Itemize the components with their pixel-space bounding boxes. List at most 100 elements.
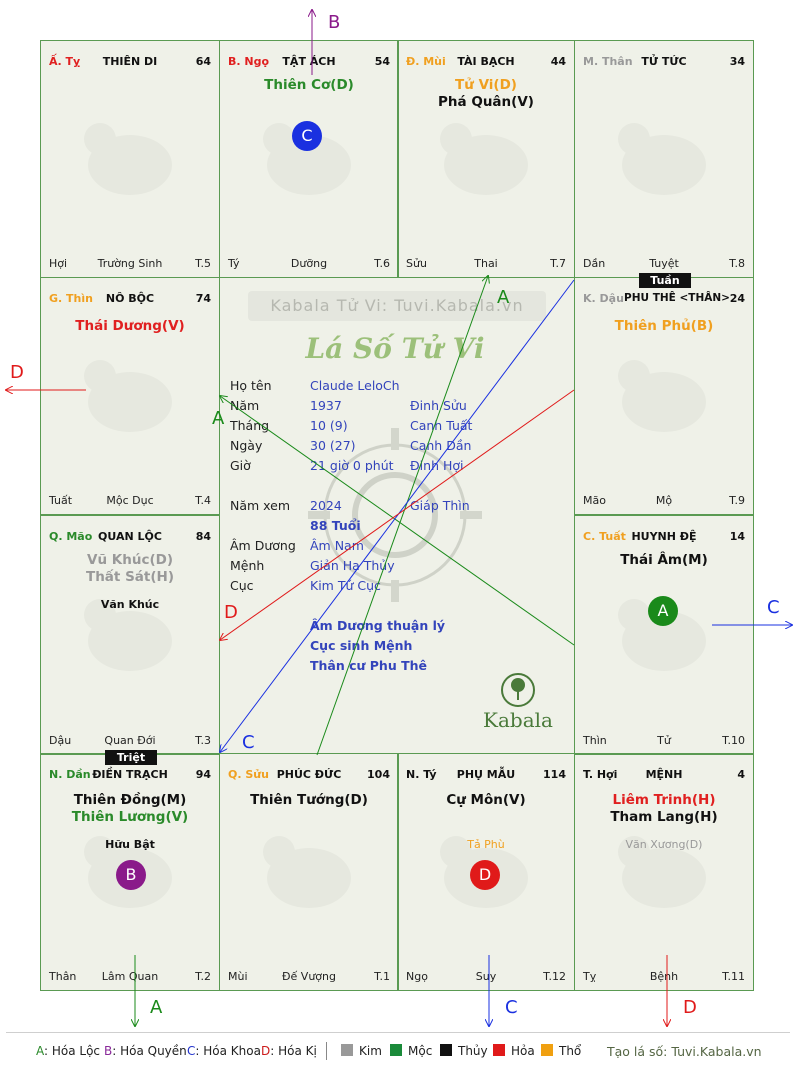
life-stage: Thai xyxy=(474,257,498,270)
life-stage: Đế Vượng xyxy=(282,970,336,983)
hoa-quyen-badge: B xyxy=(116,860,146,890)
palace-footer: Tuất Mộc Dục T.4 xyxy=(49,494,211,508)
age-range: T.7 xyxy=(550,257,566,270)
info-label: Âm Dương xyxy=(230,538,296,553)
chart-note: Thân cư Phu Thê xyxy=(310,658,427,673)
site-link[interactable]: Tạo lá số: Tuvi.Kabala.vn xyxy=(607,1044,762,1059)
info-canchi: Canh Tuất xyxy=(410,418,473,433)
palace-number: 74 xyxy=(195,292,211,305)
age-range: T.5 xyxy=(195,257,211,270)
arrow-label-left: D xyxy=(10,362,24,383)
palace-name: PHỤ MẪU xyxy=(456,768,516,781)
earthly-branch: Dần xyxy=(583,257,606,270)
palace-name: PHU THÊ <THÂN> xyxy=(624,292,730,304)
palace-header: PHÚC ĐỨC Q. Sửu 104 xyxy=(228,768,390,782)
minor-star: Hữu Bật xyxy=(105,838,155,851)
element-swatch xyxy=(440,1044,452,1056)
life-stage: Suy xyxy=(475,970,497,983)
info-value: 2024 xyxy=(310,498,342,513)
main-star: Phá Quân(V) xyxy=(438,94,534,110)
palace-footer: Thân Lâm Quan T.2 xyxy=(49,970,211,984)
palace-footer: Mùi Đế Vượng T.1 xyxy=(228,970,390,984)
info-label: Năm xem xyxy=(230,498,291,513)
triet-badge: Triệt xyxy=(105,750,157,765)
age-range: T.6 xyxy=(374,257,390,270)
legend-hoa-key: C xyxy=(187,1044,196,1058)
minor-star: Văn Xương(D) xyxy=(625,838,703,851)
life-stage: Tử xyxy=(657,734,671,747)
legend-hoa-item: C: Hóa Khoa xyxy=(187,1044,261,1058)
earthly-branch: Mão xyxy=(583,494,606,507)
element-swatch xyxy=(493,1044,505,1056)
heavenly-stem: M. Thân xyxy=(583,55,633,68)
heavenly-stem: T. Hợi xyxy=(583,768,618,781)
legend-hoa-item: B: Hóa Quyền xyxy=(104,1044,187,1058)
arrow-label-bottom-d: D xyxy=(683,997,697,1018)
info-value: 21 giờ 0 phút xyxy=(310,458,394,473)
element-swatch xyxy=(390,1044,402,1056)
palace-number: 104 xyxy=(367,768,390,781)
legend: A: Hóa Lộc B: Hóa Quyền C: Hóa Khoa D: Hóa … xyxy=(0,1032,796,1070)
palace-header: QUAN LỘC Q. Mão 84 xyxy=(49,530,211,544)
palace-header: TỬ TỨC M. Thân 34 xyxy=(583,55,745,69)
life-stage: Trường Sinh xyxy=(97,257,163,270)
palace-footer: Ngọ Suy T.12 xyxy=(406,970,566,984)
palace-header: PHU THÊ <THÂN> K. Dậu 24 xyxy=(583,292,745,306)
legend-hoa-key: D xyxy=(261,1044,271,1058)
legend-hoa-text: : Hóa Quyền xyxy=(112,1044,187,1058)
palace-header: THIÊN DI Ấ. Tỵ 64 xyxy=(49,55,211,69)
legend-divider xyxy=(6,1032,790,1033)
heavenly-stem: C. Tuất xyxy=(583,530,626,543)
minor-star: Văn Khúc xyxy=(100,598,160,611)
heavenly-stem: G. Thìn xyxy=(49,292,93,305)
palace-header: PHỤ MẪU N. Tý 114 xyxy=(406,768,566,782)
main-star: Cự Môn(V) xyxy=(446,792,526,808)
hoa-loc-badge: A xyxy=(648,596,678,626)
palace-number: 84 xyxy=(195,530,211,543)
earthly-branch: Thìn xyxy=(583,734,607,747)
palace-footer: Dậu Quan Đới T.3 xyxy=(49,734,211,748)
palace-name: HUYNH ĐỆ xyxy=(631,530,697,543)
earthly-branch: Mùi xyxy=(228,970,248,983)
arrow-label-bottom-a: A xyxy=(150,997,163,1018)
bagua-watermark xyxy=(308,428,482,602)
heavenly-stem: N. Tý xyxy=(406,768,437,781)
heavenly-stem: Q. Sửu xyxy=(228,768,269,781)
kabala-logo-text: Kabala xyxy=(483,708,553,732)
palace-name: THIÊN DI xyxy=(102,55,158,68)
life-stage: Bệnh xyxy=(649,970,679,983)
life-stage: Mộ xyxy=(655,494,673,507)
palace-name: NÔ BỘC xyxy=(105,292,155,305)
element-name: Mộc xyxy=(408,1044,433,1058)
arrow-label-top: B xyxy=(328,12,341,33)
heavenly-stem: K. Dậu xyxy=(583,292,624,305)
main-star: Tham Lang(H) xyxy=(610,809,718,825)
legend-hoa-text: : Hóa Khoa xyxy=(195,1044,261,1058)
age-range: T.3 xyxy=(195,734,211,747)
legend-element-item: Mộc xyxy=(390,1044,432,1058)
tuan-badge: Tuần xyxy=(639,273,691,288)
earthly-branch: Thân xyxy=(49,970,77,983)
age-range: T.12 xyxy=(543,970,566,983)
earthly-branch: Tỵ xyxy=(583,970,597,983)
legend-hoa-item: D: Hóa Kị xyxy=(261,1044,317,1058)
main-star: Thái Âm(M) xyxy=(620,552,708,568)
palace-header: TẬT ÁCH B. Ngọ 54 xyxy=(228,55,390,69)
watermark: Kabala Tử Vi: Tuvi.Kabala.vn xyxy=(248,291,546,321)
palace-header: NÔ BỘC G. Thìn 74 xyxy=(49,292,211,306)
main-star: Thiên Cơ(D) xyxy=(264,77,354,93)
element-name: Thổ xyxy=(559,1044,582,1058)
age-range: T.1 xyxy=(374,970,390,983)
chart-title: Lá Số Tử Vi xyxy=(305,332,485,365)
info-label: Cục xyxy=(230,578,254,593)
age-range: T.11 xyxy=(722,970,745,983)
info-label: Mệnh xyxy=(230,558,265,573)
earthly-branch: Sửu xyxy=(406,257,427,270)
arrow-label-bottom-c: C xyxy=(505,997,518,1018)
element-name: Thủy xyxy=(458,1044,488,1058)
tree-icon xyxy=(501,673,535,707)
arrow-label-right: C xyxy=(767,597,780,618)
palace-name: TÀI BẠCH xyxy=(457,55,515,68)
element-name: Hỏa xyxy=(511,1044,535,1058)
heavenly-stem: Ấ. Tỵ xyxy=(49,55,81,68)
